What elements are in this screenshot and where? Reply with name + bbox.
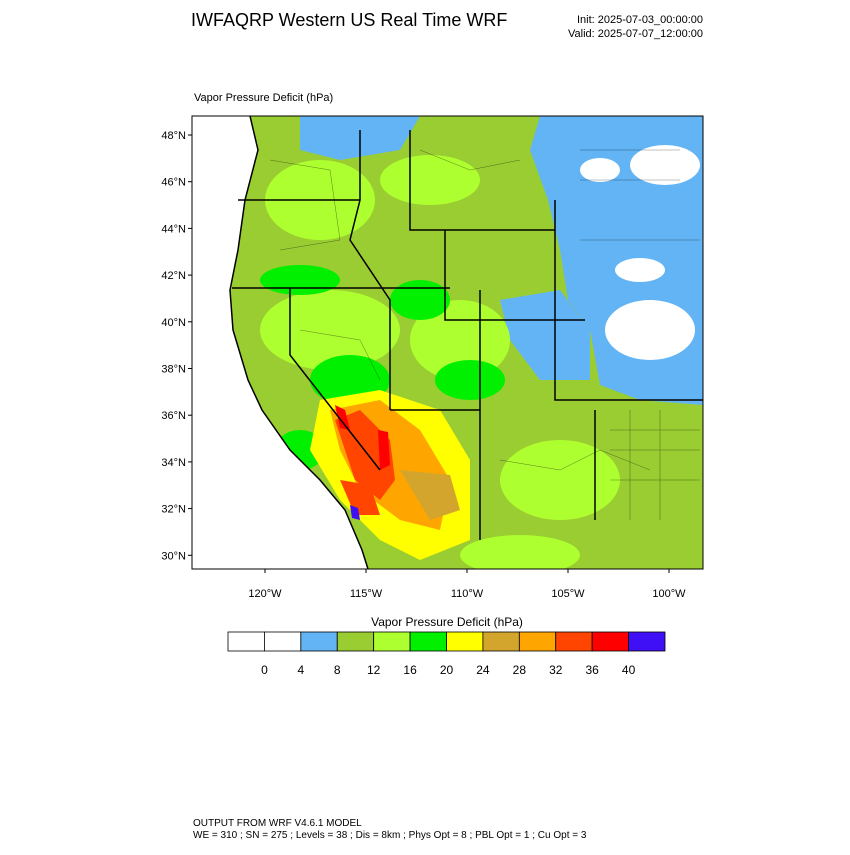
map-frame xyxy=(191,115,704,570)
colorbar-box xyxy=(373,631,411,652)
colorbar-box xyxy=(555,631,593,652)
footer-line: WE = 310 ; SN = 275 ; Levels = 38 ; Dis … xyxy=(193,830,587,841)
title: IWFAQRP Western US Real Time WRF xyxy=(191,10,507,30)
footer-line: OUTPUT FROM WRF V4.6.1 MODEL xyxy=(193,818,362,829)
lat-label: 40°N xyxy=(161,317,186,329)
lat-label: 38°N xyxy=(161,364,186,376)
lon-label: 120°W xyxy=(248,588,282,600)
colorbar-box xyxy=(446,631,484,652)
colorbar-tick-label: 12 xyxy=(367,663,381,677)
colorbar-tick-label: 4 xyxy=(297,663,304,677)
colorbar-tick-label: 8 xyxy=(334,663,341,677)
lon-label: 110°W xyxy=(451,588,484,600)
valid-time: Valid: 2025-07-07_12:00:00 xyxy=(568,28,703,40)
colorbar: 0 4 8 12 16 20 24 28 32 36 40 xyxy=(227,631,666,677)
init-time: Init: 2025-07-03_00:00:00 xyxy=(577,14,703,26)
map-field xyxy=(192,116,703,569)
colorbar-box xyxy=(591,631,629,652)
colorbar-box xyxy=(300,631,338,652)
colorbar-box xyxy=(409,631,447,652)
colorbar-box xyxy=(518,631,557,652)
colorbar-tick-label: 40 xyxy=(622,663,636,677)
lon-labels: 120°W 115°W 110°W 105°W 100°W xyxy=(248,569,686,600)
colorbar-box xyxy=(227,631,265,652)
colorbar-tick-label: 24 xyxy=(476,663,490,677)
lat-label: 44°N xyxy=(161,223,186,235)
colorbar-tick-label: 36 xyxy=(585,663,599,677)
lat-label: 36°N xyxy=(161,410,186,422)
lon-label: 115°W xyxy=(350,588,383,600)
colorbar-box xyxy=(482,631,520,652)
colorbar-tick-label: 16 xyxy=(403,663,417,677)
lat-label: 48°N xyxy=(161,130,186,142)
lat-label: 42°N xyxy=(161,270,186,282)
lat-labels: 48°N 46°N 44°N 42°N 40°N 38°N 36°N 34°N 32°N 30°N xyxy=(161,130,192,562)
colorbar-tick-label: 20 xyxy=(440,663,454,677)
colorbar-box xyxy=(264,631,302,652)
colorbar-tick-label: 0 xyxy=(261,663,268,677)
lat-label: 46°N xyxy=(161,177,186,189)
map-label: Vapor Pressure Deficit (hPa) xyxy=(194,92,333,104)
lon-label: 100°W xyxy=(652,588,686,600)
colorbar-tick-label: 28 xyxy=(513,663,527,677)
lat-label: 30°N xyxy=(161,550,186,562)
colorbar-box xyxy=(628,631,666,652)
lat-label: 32°N xyxy=(161,504,186,516)
lat-label: 34°N xyxy=(161,457,186,469)
lon-label: 105°W xyxy=(551,588,585,600)
colorbar-title: Vapor Pressure Deficit (hPa) xyxy=(371,615,523,629)
colorbar-tick-label: 32 xyxy=(549,663,563,677)
colorbar-box xyxy=(336,631,375,652)
